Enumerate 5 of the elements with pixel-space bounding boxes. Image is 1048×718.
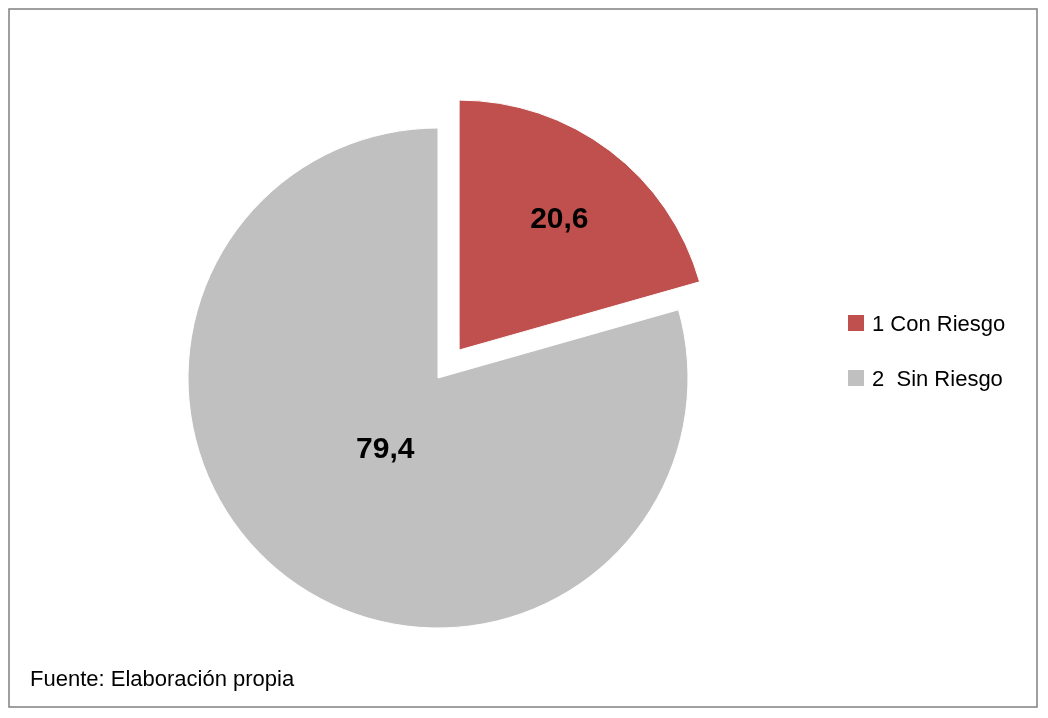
legend-label: 2 Sin Riesgo: [872, 365, 1003, 391]
legend-label: 1 Con Riesgo: [872, 310, 1006, 336]
data-label: 20,6: [530, 200, 589, 234]
data-label: 79,4: [356, 431, 415, 465]
source-note: Fuente: Elaboración propia: [30, 666, 295, 691]
